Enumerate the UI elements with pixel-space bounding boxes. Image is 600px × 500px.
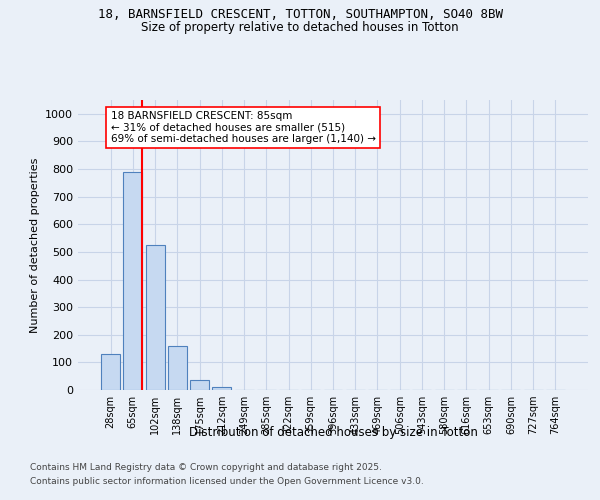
Text: 18, BARNSFIELD CRESCENT, TOTTON, SOUTHAMPTON, SO40 8BW: 18, BARNSFIELD CRESCENT, TOTTON, SOUTHAM… — [97, 8, 503, 20]
Bar — [190, 380, 209, 390]
Bar — [146, 245, 164, 390]
Y-axis label: Number of detached properties: Number of detached properties — [29, 158, 40, 332]
Text: Distribution of detached houses by size in Totton: Distribution of detached houses by size … — [188, 426, 478, 439]
Text: Contains HM Land Registry data © Crown copyright and database right 2025.: Contains HM Land Registry data © Crown c… — [30, 464, 382, 472]
Bar — [212, 387, 231, 390]
Text: 18 BARNSFIELD CRESCENT: 85sqm
← 31% of detached houses are smaller (515)
69% of : 18 BARNSFIELD CRESCENT: 85sqm ← 31% of d… — [110, 111, 376, 144]
Text: Contains public sector information licensed under the Open Government Licence v3: Contains public sector information licen… — [30, 477, 424, 486]
Bar — [101, 354, 120, 390]
Text: Size of property relative to detached houses in Totton: Size of property relative to detached ho… — [141, 21, 459, 34]
Bar — [124, 172, 142, 390]
Bar — [168, 346, 187, 390]
